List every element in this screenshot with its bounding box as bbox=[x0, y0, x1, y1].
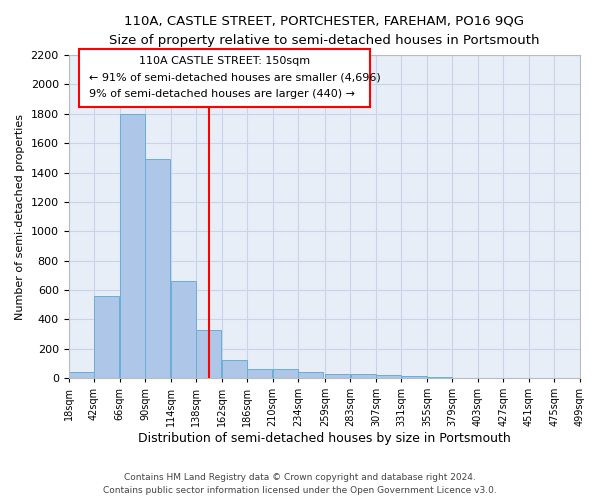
Bar bbox=[69, 372, 94, 378]
Text: ← 91% of semi-detached houses are smaller (4,696): ← 91% of semi-detached houses are smalle… bbox=[89, 72, 381, 83]
Text: 110A CASTLE STREET: 150sqm: 110A CASTLE STREET: 150sqm bbox=[139, 56, 310, 66]
Bar bbox=[120, 114, 145, 378]
FancyBboxPatch shape bbox=[79, 48, 370, 107]
Bar bbox=[350, 374, 376, 378]
Title: 110A, CASTLE STREET, PORTCHESTER, FAREHAM, PO16 9QG
Size of property relative to: 110A, CASTLE STREET, PORTCHESTER, FAREHA… bbox=[109, 15, 539, 47]
Bar bbox=[376, 375, 401, 378]
Bar bbox=[222, 360, 247, 378]
Bar bbox=[94, 296, 119, 378]
Bar bbox=[145, 160, 170, 378]
Bar bbox=[325, 374, 350, 378]
Text: Contains HM Land Registry data © Crown copyright and database right 2024.
Contai: Contains HM Land Registry data © Crown c… bbox=[103, 474, 497, 495]
Bar bbox=[196, 330, 221, 378]
X-axis label: Distribution of semi-detached houses by size in Portsmouth: Distribution of semi-detached houses by … bbox=[138, 432, 511, 445]
Bar bbox=[427, 376, 452, 378]
Text: 9% of semi-detached houses are larger (440) →: 9% of semi-detached houses are larger (4… bbox=[89, 89, 355, 99]
Bar bbox=[247, 368, 272, 378]
Bar bbox=[171, 281, 196, 378]
Y-axis label: Number of semi-detached properties: Number of semi-detached properties bbox=[15, 114, 25, 320]
Bar bbox=[401, 376, 427, 378]
Bar bbox=[298, 372, 323, 378]
Bar bbox=[273, 369, 298, 378]
